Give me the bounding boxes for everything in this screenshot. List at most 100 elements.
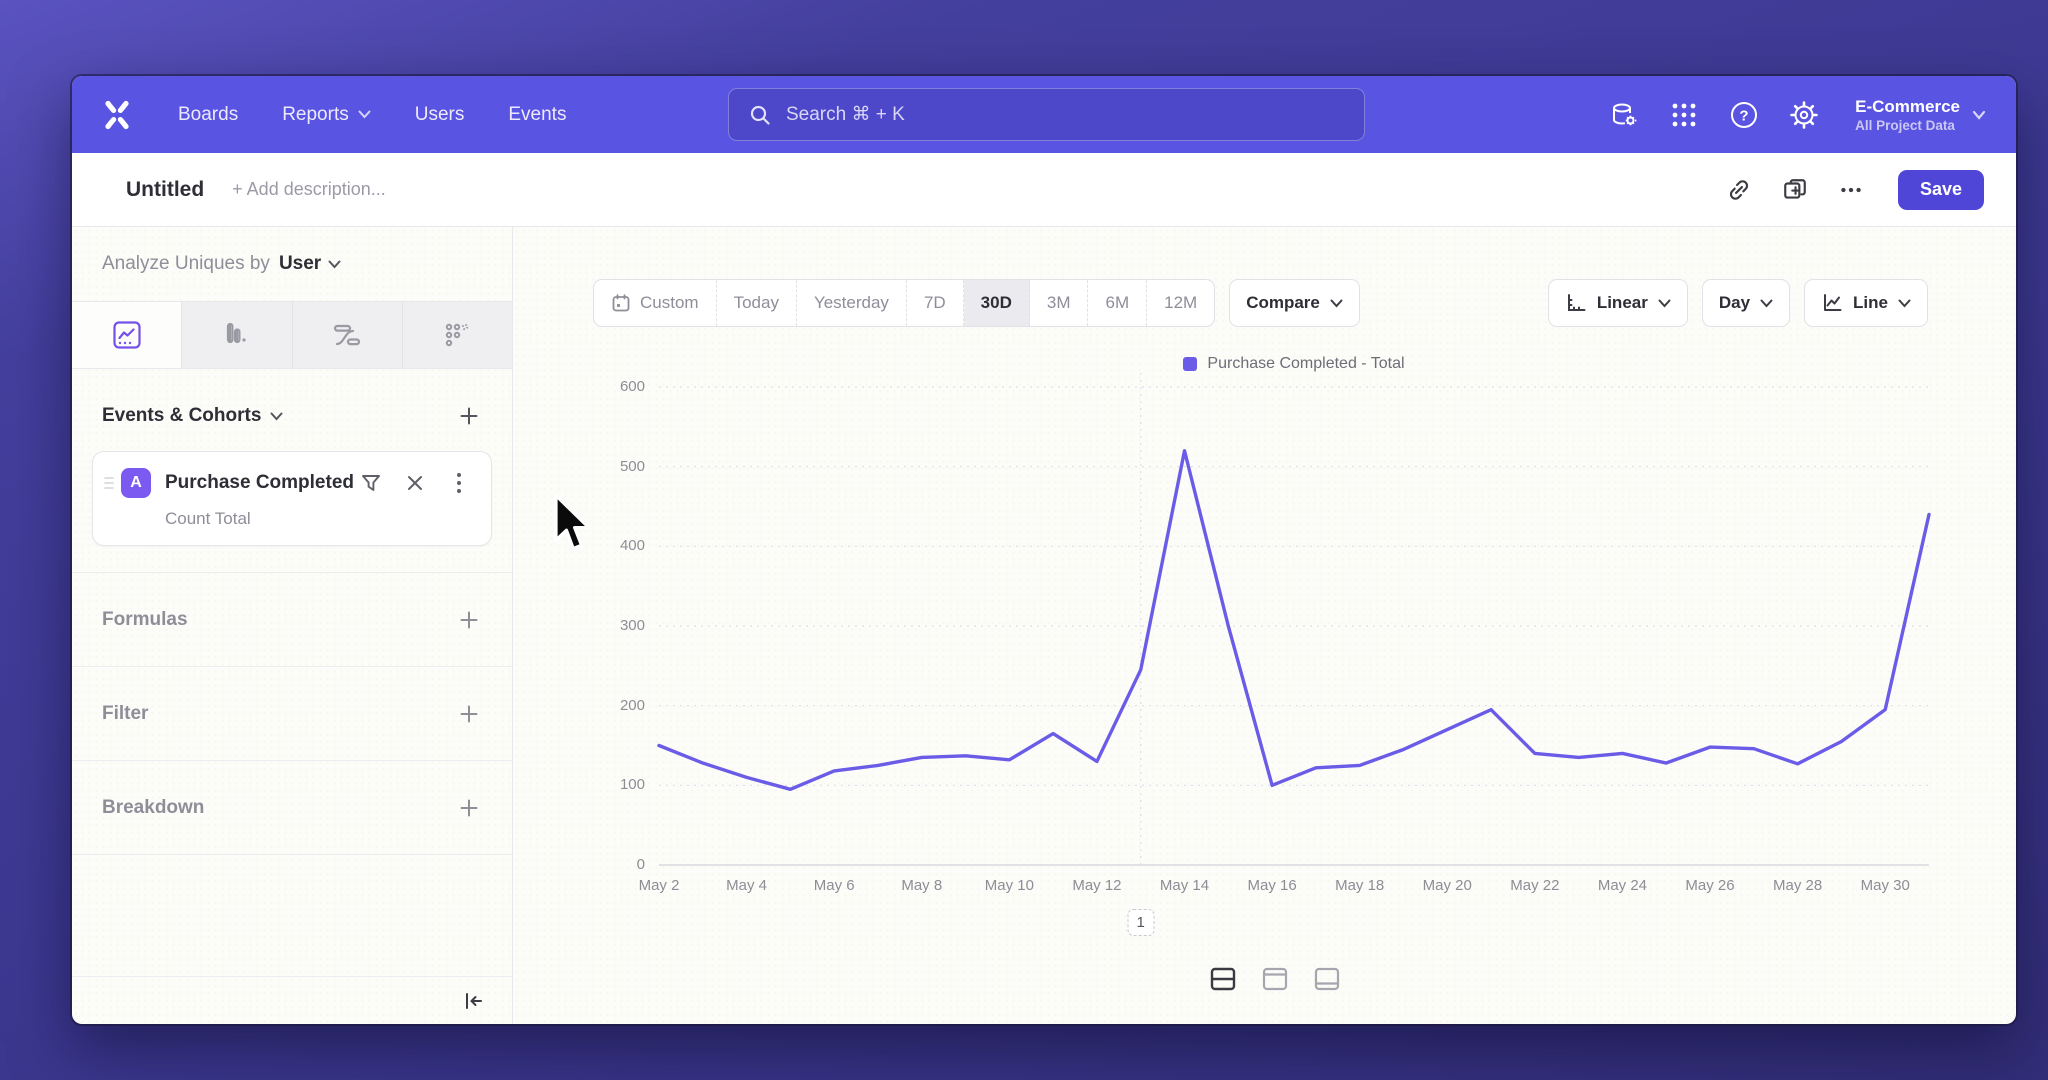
x-axis-tick-label: May 8 xyxy=(901,877,943,894)
chevron-down-icon xyxy=(270,412,283,420)
settings-gear-icon[interactable] xyxy=(1789,100,1819,130)
date-range-7d[interactable]: 7D xyxy=(907,280,964,326)
x-axis-tick-label: May 20 xyxy=(1422,877,1472,894)
events-cohorts-header: Events & Cohorts xyxy=(72,369,512,447)
events-cohorts-dropdown[interactable]: Events & Cohorts xyxy=(102,405,283,427)
y-axis-tick-label: 500 xyxy=(619,457,645,475)
event-card-header: A Purchase Completed xyxy=(101,468,477,498)
bar-chart-icon xyxy=(226,322,246,344)
project-switcher[interactable]: E-Commerce All Project Data xyxy=(1855,96,1986,133)
tab-retention[interactable] xyxy=(403,302,512,368)
tab-insights-chart[interactable] xyxy=(72,302,183,368)
date-range-30d[interactable]: 30D xyxy=(963,280,1030,326)
add-filter-button[interactable] xyxy=(456,701,482,727)
line-chart-canvas[interactable] xyxy=(657,373,1931,866)
mixpanel-logo-icon[interactable] xyxy=(98,96,136,134)
drag-handle-icon[interactable] xyxy=(101,476,117,490)
compare-dropdown[interactable]: Compare xyxy=(1229,279,1360,327)
copy-link-icon[interactable] xyxy=(1724,175,1754,205)
date-range-12m[interactable]: 12M xyxy=(1147,280,1214,326)
app-window: Boards Reports Users Events Search ⌘ + K xyxy=(72,76,2016,1024)
plus-icon xyxy=(460,799,478,816)
top-nav: Boards Reports Users Events Search ⌘ + K xyxy=(72,76,2016,153)
interval-dropdown[interactable]: Day xyxy=(1701,279,1791,327)
chart-type-dropdown[interactable]: Line xyxy=(1804,279,1928,327)
x-axis-tick-label: May 28 xyxy=(1773,877,1823,894)
range-label: Custom xyxy=(640,293,699,312)
svg-text:?: ? xyxy=(1740,107,1749,124)
plus-icon xyxy=(460,705,478,722)
scale-dropdown[interactable]: Linear xyxy=(1547,279,1688,327)
chart-type-tabs xyxy=(72,301,512,369)
scale-label: Linear xyxy=(1596,293,1648,312)
collapse-sidebar-icon[interactable] xyxy=(458,986,488,1016)
insights-chart-icon xyxy=(113,321,141,349)
x-axis-tick-label: May 22 xyxy=(1510,877,1560,894)
apps-grid-icon[interactable] xyxy=(1669,100,1699,130)
x-axis-tick-label: May 4 xyxy=(726,877,768,894)
layout-switcher xyxy=(1201,959,1349,999)
help-icon[interactable]: ? xyxy=(1729,100,1759,130)
save-button[interactable]: Save xyxy=(1898,169,1984,210)
content-area: Analyze Uniques by User xyxy=(72,227,2016,1024)
tab-bar-chart[interactable] xyxy=(182,302,293,368)
range-label: 3M xyxy=(1046,293,1071,312)
add-description-field[interactable]: + Add description... xyxy=(232,179,386,199)
x-axis-tick-label: May 18 xyxy=(1335,877,1385,894)
filter-funnel-icon[interactable] xyxy=(359,471,383,495)
x-axis-tick-label: May 16 xyxy=(1247,877,1297,894)
nav-item-users[interactable]: Users xyxy=(415,104,465,126)
date-range-yesterday[interactable]: Yesterday xyxy=(797,280,907,326)
calendar-icon xyxy=(612,294,630,312)
remove-event-icon[interactable] xyxy=(403,471,427,495)
event-card-actions xyxy=(359,471,477,495)
date-range-custom[interactable]: Custom xyxy=(594,280,717,326)
tab-flows[interactable] xyxy=(293,302,403,368)
y-axis-tick-label: 200 xyxy=(619,696,645,714)
y-axis-tick-label: 600 xyxy=(619,378,645,395)
add-breakdown-button[interactable] xyxy=(456,795,482,821)
kebab-menu-icon[interactable] xyxy=(447,471,471,495)
sidebar-footer xyxy=(72,976,512,1024)
nav-item-events[interactable]: Events xyxy=(508,104,566,126)
event-card-purchase-completed[interactable]: A Purchase Completed Count T xyxy=(92,451,492,546)
nav-right-cluster: ? E-Commerce All Project Data xyxy=(1609,96,1990,133)
legend-label: Purchase Completed - Total xyxy=(1207,355,1405,372)
linear-axis-icon xyxy=(1567,294,1586,311)
pagination-badge[interactable]: 1 xyxy=(1127,909,1155,936)
nav-label: Boards xyxy=(178,103,239,125)
add-formula-button[interactable] xyxy=(456,607,482,633)
date-range-6m[interactable]: 6M xyxy=(1088,280,1148,326)
duplicate-icon[interactable] xyxy=(1780,175,1810,205)
range-label: 30D xyxy=(980,293,1012,312)
report-title[interactable]: Untitled xyxy=(126,177,205,201)
event-measurement[interactable]: Count Total xyxy=(165,509,251,528)
layout-top-bar-icon[interactable] xyxy=(1253,959,1297,999)
section-filter: Filter xyxy=(72,667,512,761)
analyze-by-dropdown[interactable]: User xyxy=(279,253,341,275)
search-input[interactable]: Search ⌘ + K xyxy=(728,88,1365,141)
nav-item-reports[interactable]: Reports xyxy=(282,104,371,126)
event-name[interactable]: Purchase Completed xyxy=(165,472,354,493)
project-name: E-Commerce xyxy=(1855,97,1960,117)
filter-label: Filter xyxy=(102,702,149,724)
nav-item-boards[interactable]: Boards xyxy=(178,104,238,126)
more-icon[interactable] xyxy=(1836,175,1866,205)
add-event-button[interactable] xyxy=(456,403,482,429)
range-label: Yesterday xyxy=(813,293,889,312)
primary-nav: Boards Reports Users Events xyxy=(178,104,566,126)
nav-label: Reports xyxy=(282,103,349,125)
date-range-3m[interactable]: 3M xyxy=(1030,280,1089,326)
y-axis-tick-label: 300 xyxy=(619,617,645,634)
data-settings-icon[interactable] xyxy=(1609,100,1639,130)
chart-controls-row: Custom Today Yesterday 7D 30D 3M 6M 12M … xyxy=(593,279,1928,327)
x-axis-tick-label: May 10 xyxy=(984,877,1034,894)
chart-legend[interactable]: Purchase Completed - Total xyxy=(659,355,1929,373)
interval-label: Day xyxy=(1718,293,1751,312)
chevron-down-icon xyxy=(328,260,341,268)
layout-split-view-icon[interactable] xyxy=(1201,959,1245,999)
date-range-today[interactable]: Today xyxy=(717,280,797,326)
layout-bottom-bar-icon[interactable] xyxy=(1305,959,1349,999)
report-canvas: Custom Today Yesterday 7D 30D 3M 6M 12M … xyxy=(513,227,2016,1024)
line-chart-icon xyxy=(1824,294,1842,311)
